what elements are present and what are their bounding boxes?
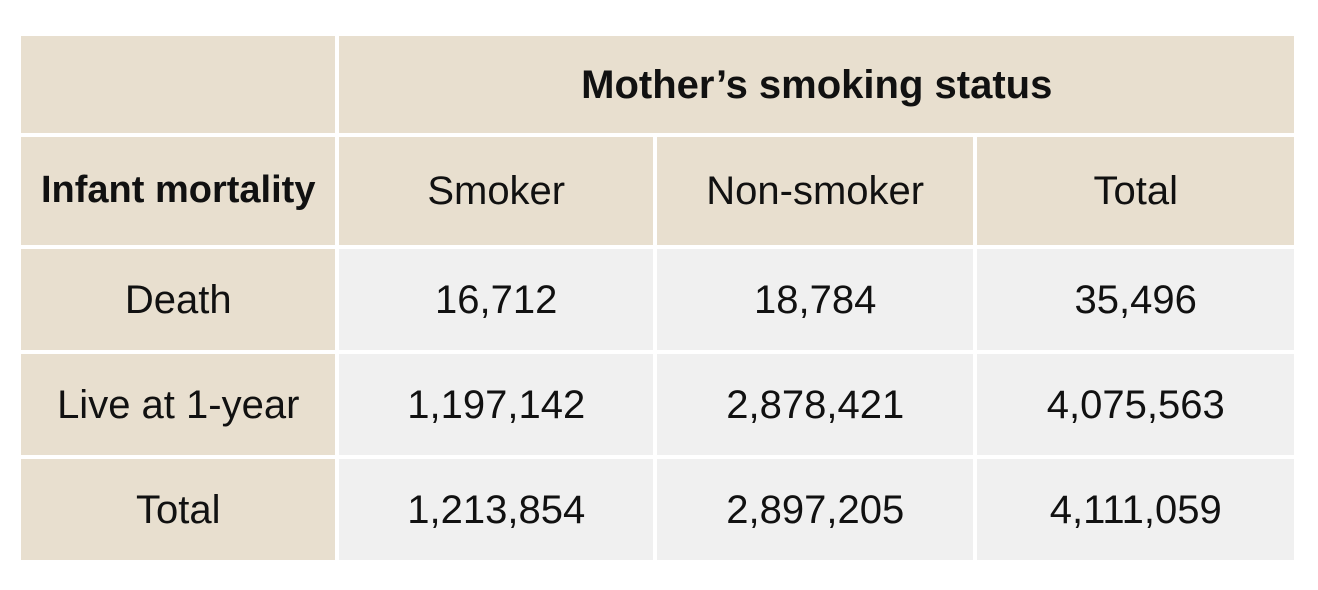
stub-header: Infant mortality <box>16 133 340 249</box>
row-label-death: Death <box>16 245 340 354</box>
row-label-total: Total <box>16 455 340 564</box>
contingency-table-container: Mother’s smoking status Infant mortality… <box>16 32 1298 564</box>
column-header-total: Total <box>973 133 1298 249</box>
column-header-non-smoker: Non-smoker <box>652 133 978 249</box>
table-cell: 18,784 <box>652 245 978 354</box>
table-cell: 16,712 <box>335 245 657 354</box>
contingency-table: Mother’s smoking status Infant mortality… <box>16 32 1298 564</box>
column-header-row: Infant mortality Smoker Non-smoker Total <box>16 133 1298 249</box>
row-label-live-at-1-year: Live at 1-year <box>16 350 340 459</box>
table-cell: 2,878,421 <box>652 350 978 459</box>
table-cell: 2,897,205 <box>652 455 978 564</box>
table-row: Live at 1-year 1,197,142 2,878,421 4,075… <box>16 350 1298 459</box>
table-cell: 1,213,854 <box>335 455 657 564</box>
column-group-header: Mother’s smoking status <box>335 32 1298 137</box>
column-header-smoker: Smoker <box>335 133 657 249</box>
table-cell: 1,197,142 <box>335 350 657 459</box>
table-row: Total 1,213,854 2,897,205 4,111,059 <box>16 455 1298 564</box>
group-header-row: Mother’s smoking status <box>16 32 1298 137</box>
table-cell: 4,075,563 <box>973 350 1298 459</box>
empty-corner-cell <box>16 32 340 137</box>
table-cell: 4,111,059 <box>973 455 1298 564</box>
table-cell: 35,496 <box>973 245 1298 354</box>
table-row: Death 16,712 18,784 35,496 <box>16 245 1298 354</box>
